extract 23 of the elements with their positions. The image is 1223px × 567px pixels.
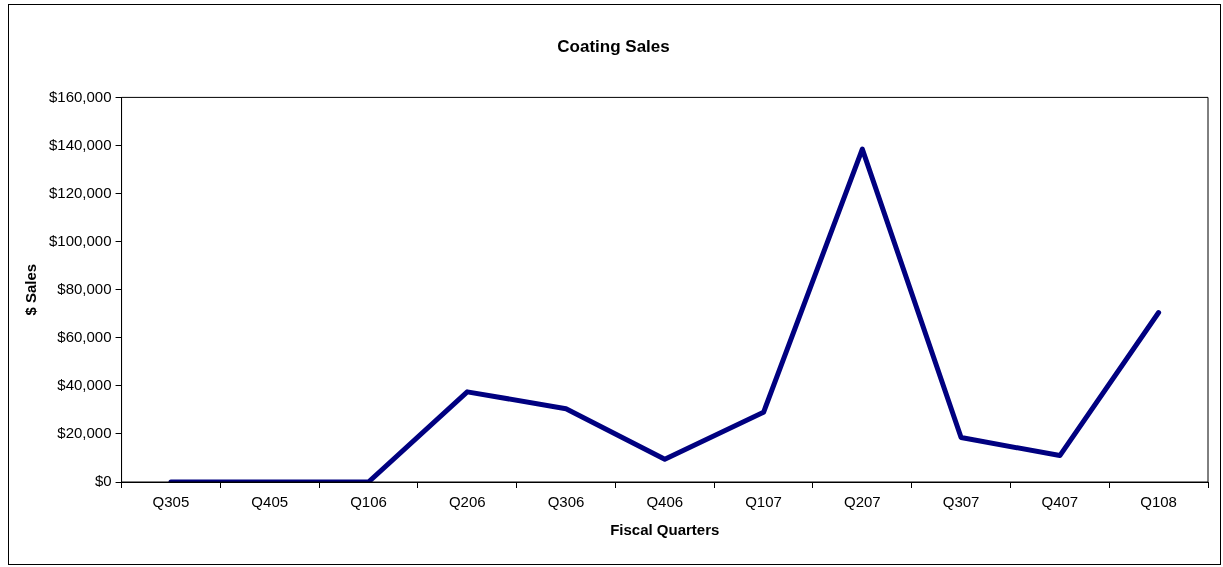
x-tick-label: Q306	[547, 493, 585, 511]
x-tick-label: Q307	[942, 493, 980, 511]
x-tick-label: Q406	[646, 493, 684, 511]
x-tick-label: Q405	[251, 493, 289, 511]
y-tick-label: $80,000	[57, 279, 112, 297]
x-tick-label: Q206	[448, 493, 486, 511]
x-tick-label: Q207	[843, 493, 881, 511]
x-tick-label: Q305	[152, 493, 190, 511]
x-tick-label: Q107	[745, 493, 782, 511]
x-tick-label: Q407	[1041, 493, 1079, 511]
y-axis-title: $ Sales	[22, 263, 40, 316]
y-tick-label: $20,000	[57, 424, 112, 442]
y-tick-label: $60,000	[57, 327, 112, 345]
x-tick-label: Q108	[1140, 493, 1177, 511]
y-tick-label: $140,000	[48, 135, 112, 153]
x-tick-label: Q106	[350, 493, 387, 511]
y-tick-label: $120,000	[48, 183, 112, 201]
y-tick-label: $100,000	[48, 231, 112, 249]
y-tick-label: $0	[94, 472, 112, 490]
x-axis-title: Fiscal Quarters	[610, 521, 720, 539]
y-tick-label: $160,000	[48, 87, 112, 105]
y-tick-label: $40,000	[57, 375, 112, 393]
chart-title: Coating Sales	[557, 36, 670, 56]
